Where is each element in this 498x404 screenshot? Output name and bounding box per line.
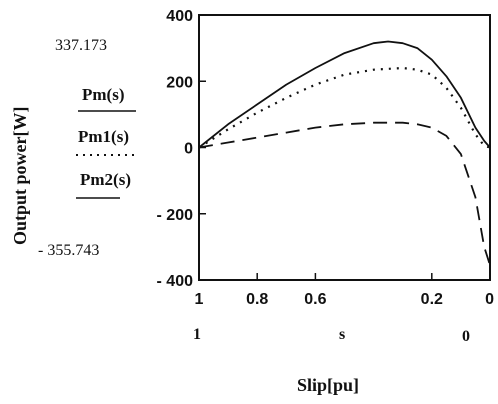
x-tick-layer: 1 0.8 0.6 0.2 0 (195, 273, 494, 308)
x-axis-label: Slip[pu] (297, 375, 360, 395)
legend-swatch-pm (78, 110, 136, 112)
series-line-1 (198, 40, 491, 149)
y-tick-layer: 400 200 0 - 200 - 400 (157, 8, 206, 290)
legend-label-pm2: Pm2(s) (80, 170, 131, 189)
x-tick-label: 0 (485, 291, 494, 308)
y-axis-label: Output power[W] (10, 106, 30, 246)
x-range-right-label: 0 (462, 328, 470, 345)
series-line-3 (198, 121, 491, 266)
y-range-bottom-label: - 355.743 (38, 242, 100, 259)
y-tick-label: 200 (166, 74, 193, 91)
y-tick-label: 400 (166, 8, 193, 25)
x-tick-label: 0.2 (421, 291, 443, 308)
x-tick-label: 1 (195, 291, 204, 308)
y-tick-label: - 200 (157, 207, 194, 224)
x-range-left-label: 1 (193, 326, 201, 343)
legend-swatch-pm1 (76, 154, 134, 156)
x-tick-label: 0.6 (304, 291, 326, 308)
x-range-center-label: s (339, 326, 346, 343)
plot-frame (198, 14, 491, 281)
series-layer (198, 40, 491, 266)
y-range-top-label: 337.173 (55, 37, 107, 54)
y-tick-label: 0 (184, 141, 193, 158)
legend-label-pm: Pm(s) (82, 85, 125, 104)
legend-label-pm1: Pm1(s) (78, 127, 129, 146)
legend-swatch-pm2 (76, 197, 120, 199)
y-tick-label: - 400 (157, 273, 194, 290)
x-tick-label: 0.8 (246, 291, 268, 308)
